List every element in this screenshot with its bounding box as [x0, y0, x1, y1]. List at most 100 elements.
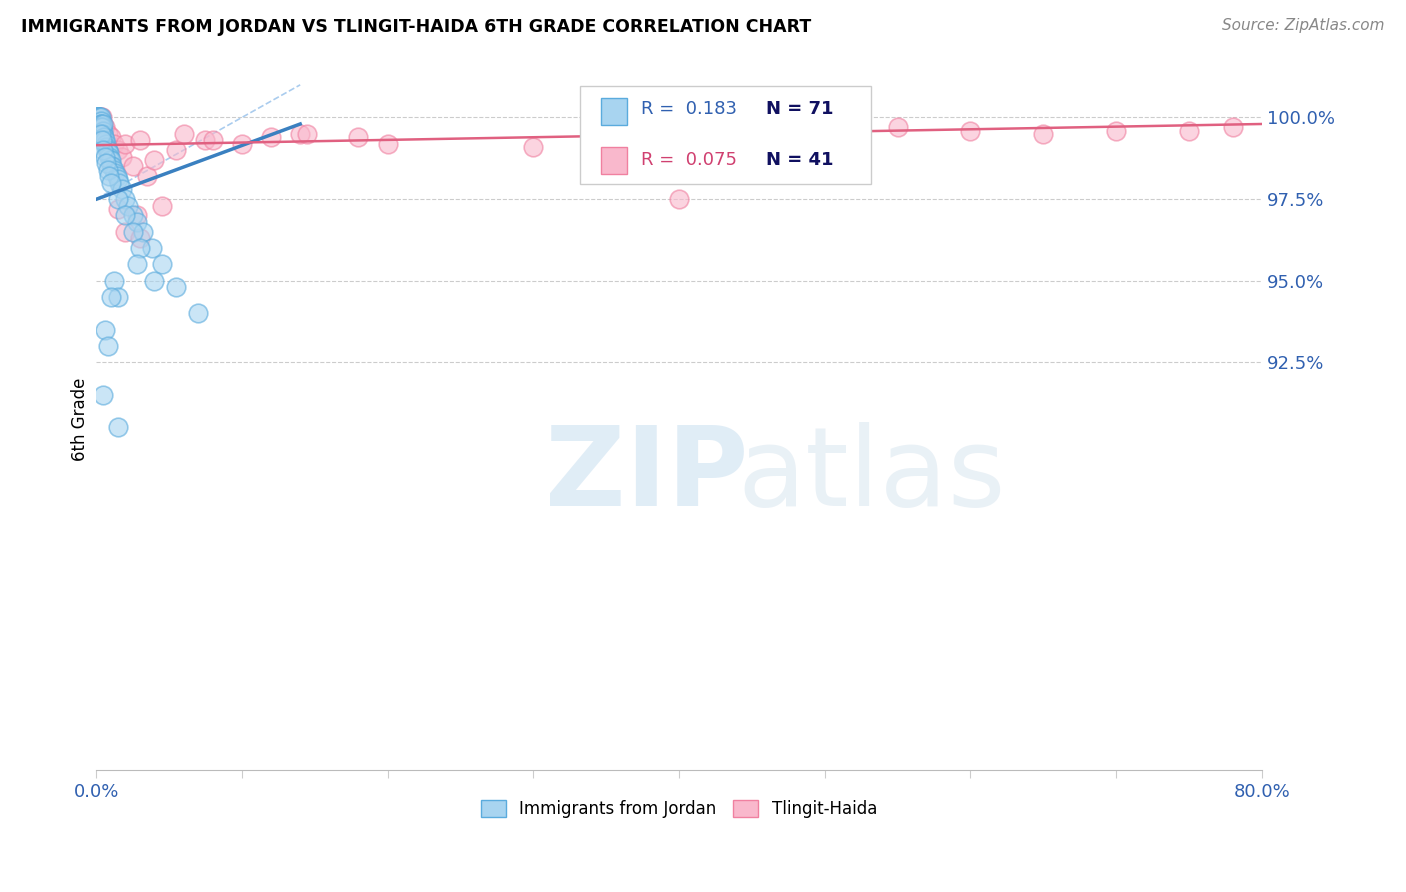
Point	[89, 120, 111, 135]
Point	[100, 176, 122, 190]
Point	[785, 127, 807, 141]
Point	[125, 215, 148, 229]
Point	[86, 117, 108, 131]
Point	[87, 111, 110, 125]
Point	[96, 140, 118, 154]
Text: R =  0.183: R = 0.183	[641, 100, 737, 118]
Point	[94, 120, 117, 135]
Point	[94, 150, 117, 164]
Point	[91, 127, 114, 141]
Point	[886, 120, 908, 135]
Point	[121, 208, 143, 222]
Point	[107, 290, 129, 304]
Point	[187, 306, 209, 320]
Point	[1178, 123, 1201, 137]
Point	[121, 160, 143, 174]
Point	[86, 111, 108, 125]
Point	[129, 241, 152, 255]
Point	[129, 231, 152, 245]
Point	[94, 136, 117, 151]
Point	[125, 208, 148, 222]
Point	[201, 133, 224, 147]
Point	[100, 290, 122, 304]
Point	[93, 117, 115, 131]
Legend: Immigrants from Jordan, Tlingit-Haida: Immigrants from Jordan, Tlingit-Haida	[474, 793, 884, 825]
Point	[87, 113, 110, 128]
Point	[86, 111, 108, 125]
Point	[107, 192, 129, 206]
Point	[93, 117, 115, 131]
Point	[103, 136, 125, 151]
Point	[150, 257, 173, 271]
Point	[114, 192, 136, 206]
Point	[97, 339, 120, 353]
Point	[90, 113, 112, 128]
Point	[297, 127, 319, 141]
Point	[100, 153, 122, 167]
FancyBboxPatch shape	[579, 86, 872, 185]
Point	[91, 111, 114, 125]
Point	[141, 241, 163, 255]
Point	[165, 143, 187, 157]
Point	[668, 192, 690, 206]
Point	[522, 140, 544, 154]
Point	[143, 274, 166, 288]
Point	[111, 150, 134, 164]
Point	[87, 117, 110, 131]
Point	[90, 127, 112, 141]
Point	[93, 130, 115, 145]
Point	[93, 127, 115, 141]
Point	[114, 208, 136, 222]
Text: Source: ZipAtlas.com: Source: ZipAtlas.com	[1222, 18, 1385, 33]
Point	[96, 143, 118, 157]
Point	[595, 123, 617, 137]
Point	[260, 130, 283, 145]
Point	[114, 225, 136, 239]
Point	[103, 274, 125, 288]
Point	[90, 111, 112, 125]
Point	[290, 127, 312, 141]
Point	[132, 225, 155, 239]
Point	[107, 172, 129, 186]
Point	[97, 127, 120, 141]
Point	[104, 166, 127, 180]
Point	[377, 136, 399, 151]
Point	[90, 117, 112, 131]
Point	[91, 123, 114, 137]
Point	[91, 133, 114, 147]
Text: N = 41: N = 41	[766, 152, 834, 169]
Point	[98, 150, 121, 164]
Point	[347, 130, 370, 145]
FancyBboxPatch shape	[600, 147, 627, 174]
Point	[1032, 127, 1054, 141]
Point	[959, 123, 981, 137]
Point	[107, 420, 129, 434]
Text: atlas: atlas	[737, 422, 1005, 529]
Point	[100, 160, 122, 174]
Point	[86, 111, 108, 125]
Y-axis label: 6th Grade: 6th Grade	[72, 377, 89, 461]
Point	[173, 127, 195, 141]
Point	[108, 176, 131, 190]
Point	[87, 111, 110, 125]
FancyBboxPatch shape	[600, 98, 627, 125]
Point	[150, 198, 173, 212]
Point	[1222, 120, 1244, 135]
Text: N = 71: N = 71	[766, 100, 834, 118]
Text: R =  0.075: R = 0.075	[641, 152, 737, 169]
Point	[117, 198, 139, 212]
Point	[105, 169, 128, 184]
Point	[94, 322, 117, 336]
Point	[136, 169, 159, 184]
Point	[87, 111, 110, 125]
Point	[194, 133, 217, 147]
Point	[121, 225, 143, 239]
Point	[97, 146, 120, 161]
Point	[103, 162, 125, 177]
Point	[94, 133, 117, 147]
Point	[96, 156, 118, 170]
Point	[98, 169, 121, 184]
Point	[93, 143, 115, 157]
Point	[89, 111, 111, 125]
Point	[101, 160, 124, 174]
